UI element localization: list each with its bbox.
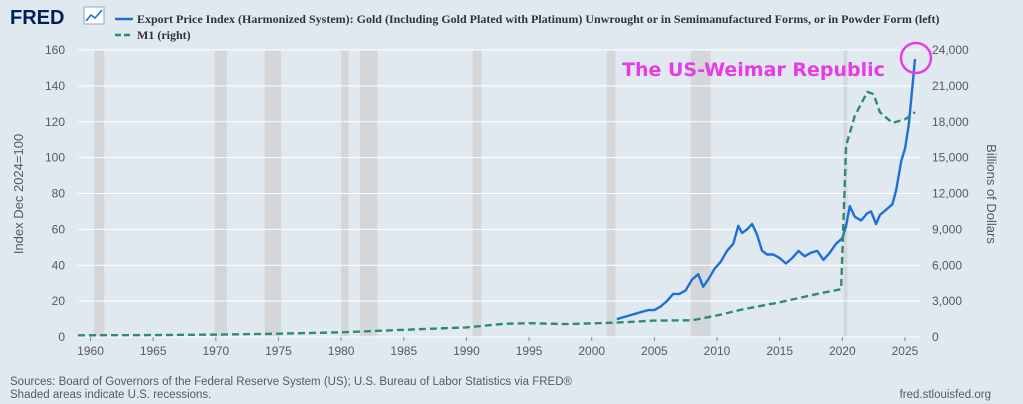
gridlines [78,49,920,338]
y-right-tick-label: 18,000 [932,115,969,129]
y-axis-left-ticks: 0 20 40 60 80 100 120 140 160 [45,43,65,344]
annotation-circle [899,41,933,75]
x-tick-label: 1980 [328,344,355,358]
x-tick-label: 1995 [516,344,543,358]
footer-sources: Sources: Board of Governors of the Feder… [10,376,572,388]
y-left-tick-label: 60 [52,222,66,236]
series-line-1 [616,58,917,321]
footer-recession-note: Shaded areas indicate U.S. recessions. [10,389,212,401]
x-tick-label: 1975 [265,344,292,358]
y-left-tick-label: 140 [45,79,65,93]
x-tick-label: 2000 [578,344,605,358]
series [77,58,917,337]
y-axis-right-ticks: 0 3,000 6,000 9,000 12,000 15,000 18,000 21,000… [932,43,969,344]
y-left-tick-label: 120 [45,115,65,129]
annotation-text: The US-Weimar Republic [622,59,885,81]
y-left-tick-label: 100 [45,151,65,165]
footer-site-link[interactable]: fred.stlouisfed.org [899,389,991,401]
x-tick-label: 1965 [140,344,167,358]
x-tick-label: 1970 [202,344,229,358]
y-right-tick-label: 0 [932,330,939,344]
x-tick-label: 1985 [390,344,417,358]
y-left-tick-label: 80 [52,187,66,201]
series-line-2 [77,90,916,337]
y-right-tick-label: 12,000 [932,187,969,201]
y-left-tick-label: 40 [52,258,66,272]
y-left-tick-label: 160 [45,43,65,57]
y-axis-right-title: Billions of Dollars [984,144,999,244]
legend-label-series-1: Export Price Index (Harmonized System): … [137,12,940,26]
fred-logo: FRED [10,7,64,29]
x-tick-label: 2020 [829,344,856,358]
y-right-tick-label: 6,000 [932,258,962,272]
y-right-tick-label: 24,000 [932,43,969,57]
x-axis-ticks: 1960 1965 1970 1975 1980 1985 1990 1995 2000 2005… [77,337,919,358]
y-right-tick-label: 9,000 [932,222,962,236]
y-left-tick-label: 20 [52,294,66,308]
x-tick-label: 2005 [641,344,668,358]
x-tick-label: 1990 [453,344,480,358]
y-right-tick-label: 21,000 [932,79,969,93]
x-tick-label: 2025 [892,344,919,358]
x-tick-label: 2010 [704,344,731,358]
line-chart-icon [83,6,105,25]
y-right-tick-label: 3,000 [932,294,962,308]
y-axis-left-title: Index Dec 2024=100 [11,134,26,254]
y-right-tick-label: 15,000 [932,151,969,165]
y-left-tick-label: 0 [58,330,65,344]
x-tick-label: 1960 [77,344,104,358]
legend-label-series-2: M1 (right) [137,28,191,42]
x-tick-label: 2015 [766,344,793,358]
